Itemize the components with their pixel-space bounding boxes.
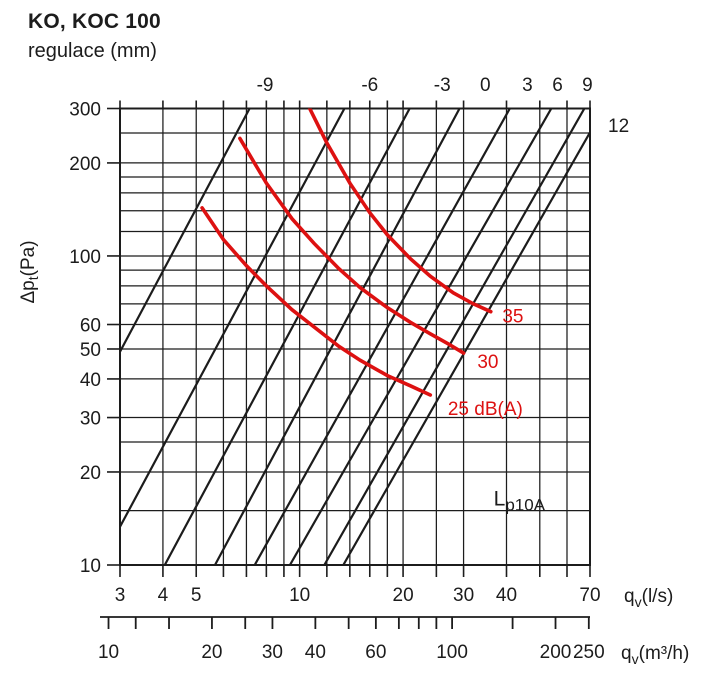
y-tick-label-100: 100 xyxy=(69,247,101,268)
regulace-label-9: 9 xyxy=(582,75,593,96)
regulace-line--6 xyxy=(120,108,346,528)
noise-curve-label-30: 30 xyxy=(477,352,498,373)
secondary-tick-label-40: 40 xyxy=(305,642,326,663)
regulace-line-6 xyxy=(288,108,553,565)
noise-curves xyxy=(200,108,493,397)
x-axis-title-m3h: qv(m³/h) xyxy=(621,643,689,667)
regulace-line--9 xyxy=(120,108,251,353)
y-tick-label-20: 20 xyxy=(80,463,101,484)
secondary-axis xyxy=(100,616,590,629)
secondary-tick-label-200: 200 xyxy=(540,642,572,663)
x-tick-label-70: 70 xyxy=(579,585,600,606)
secondary-tick-label-10: 10 xyxy=(98,642,119,663)
regulace-label-0: 0 xyxy=(480,75,491,96)
x-tick-label-5: 5 xyxy=(191,585,202,606)
noise-curve-25 xyxy=(200,206,433,397)
regulace-line-12 xyxy=(342,131,590,565)
regulace-label--6: -6 xyxy=(361,75,378,96)
y-tick-label-50: 50 xyxy=(80,340,101,361)
secondary-tick-label-250: 250 xyxy=(573,642,605,663)
regulace-lines xyxy=(120,108,590,565)
y-tick-label-200: 200 xyxy=(69,154,101,175)
regulace-label--3: -3 xyxy=(434,75,451,96)
regulace-line--3 xyxy=(163,108,411,565)
regulace-line-0 xyxy=(213,108,461,565)
secondary-tick-label-20: 20 xyxy=(201,642,222,663)
x-tick-label-20: 20 xyxy=(393,585,414,606)
x-tick-label-30: 30 xyxy=(453,585,474,606)
page-title: KO, KOC 100 xyxy=(28,10,161,33)
plot-frame xyxy=(119,107,591,566)
secondary-tick-label-30: 30 xyxy=(262,642,283,663)
regulace-line-3 xyxy=(253,108,511,565)
lp10a-label: Lp10A xyxy=(494,487,546,514)
y-tick-label-60: 60 xyxy=(80,316,101,337)
regulace-line-9 xyxy=(323,108,586,565)
y-tick-label-30: 30 xyxy=(80,409,101,430)
y-tick-label-300: 300 xyxy=(69,100,101,121)
x-tick-label-40: 40 xyxy=(496,585,517,606)
noise-curve-label-25: 25 dB(A) xyxy=(448,399,523,420)
x-tick-label-4: 4 xyxy=(158,585,169,606)
frame-ticks xyxy=(107,100,591,577)
y-axis-title: Δpt(Pa) xyxy=(18,240,41,303)
y-tick-label-10: 10 xyxy=(80,556,101,577)
regulace-label-3: 3 xyxy=(522,75,533,96)
regulace-label--9: -9 xyxy=(257,75,274,96)
noise-curve-35 xyxy=(307,108,493,314)
regulace-label-12: 12 xyxy=(608,116,629,137)
secondary-tick-label-60: 60 xyxy=(365,642,386,663)
x-tick-label-3: 3 xyxy=(115,585,126,606)
regulace-axis-label: regulace (mm) xyxy=(28,40,157,62)
regulace-label-6: 6 xyxy=(552,75,563,96)
noise-curve-label-35: 35 xyxy=(502,306,523,327)
secondary-tick-label-100: 100 xyxy=(436,642,468,663)
x-tick-label-10: 10 xyxy=(289,585,310,606)
x-axis-title-ls: qv(l/s) xyxy=(624,586,673,610)
noise-curve-30 xyxy=(238,136,466,355)
y-tick-label-40: 40 xyxy=(80,370,101,391)
